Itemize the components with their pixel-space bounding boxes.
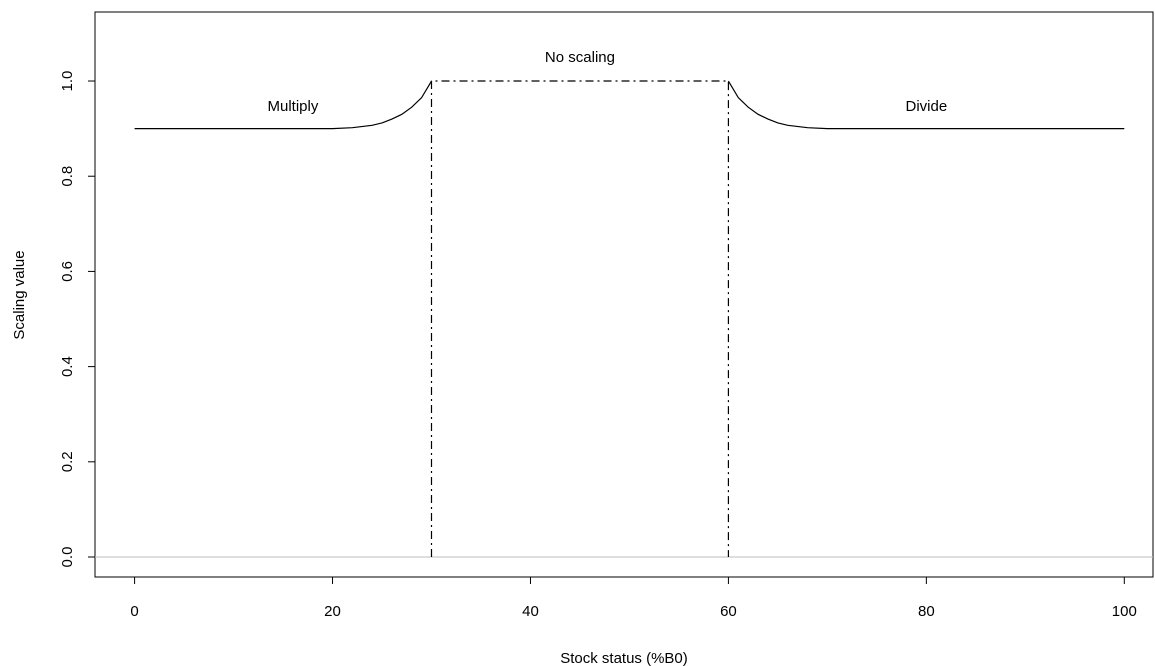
y-tick-label: 0.6 — [59, 261, 76, 282]
x-tick-label: 100 — [1112, 603, 1137, 620]
y-tick-label: 0.2 — [59, 451, 76, 472]
x-axis-label: Stock status (%B0) — [560, 650, 688, 666]
plot-frame — [94, 11, 1154, 578]
x-tick-label: 0 — [130, 603, 138, 620]
y-tick-label: 0.4 — [59, 356, 76, 377]
x-tick-label: 80 — [918, 603, 935, 620]
annotation: No scaling — [545, 49, 615, 66]
x-tick-label: 20 — [324, 603, 341, 620]
annotation: Multiply — [268, 98, 319, 115]
y-axis-label: Scaling value — [11, 250, 28, 339]
x-tick-label: 40 — [522, 603, 539, 620]
x-tick-label: 60 — [720, 603, 737, 620]
line — [430, 80, 730, 558]
line — [727, 80, 1125, 130]
y-tick-label: 0.8 — [59, 166, 76, 187]
y-tick-label: 1.0 — [59, 71, 76, 92]
line — [134, 80, 433, 130]
y-tick-label: 0.0 — [59, 547, 76, 568]
annotation: Divide — [906, 98, 948, 115]
